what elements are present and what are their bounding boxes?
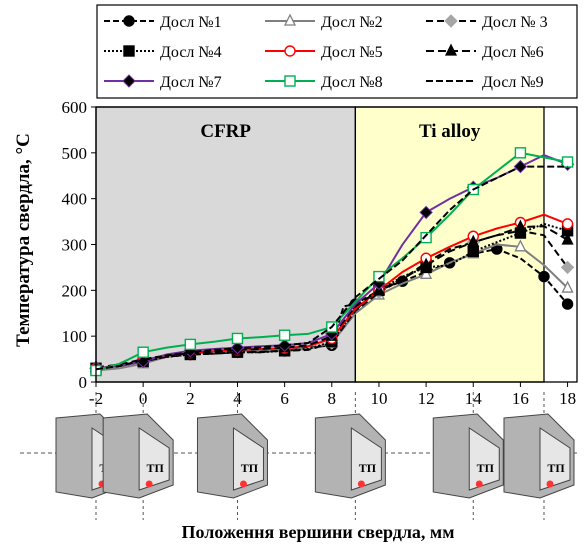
series-group	[89, 147, 575, 377]
data-point	[560, 260, 575, 275]
legend-item: Досл №8	[265, 74, 383, 91]
region-label-ti-alloy: Ti alloy	[419, 121, 481, 142]
data-point	[419, 205, 433, 220]
legend-label: Досл №7	[160, 74, 222, 91]
x-tick-label: 6	[280, 389, 289, 408]
x-tick-label: 2	[186, 389, 195, 408]
drill-face	[350, 427, 382, 491]
y-tick-label: 600	[62, 98, 88, 117]
y-tick-label: 100	[62, 327, 88, 346]
legend: Досл №1 Досл №2 Досл № 3 Досл №4 Досл №5 Досл…	[96, 4, 578, 99]
y-tick-label: 300	[62, 236, 88, 255]
thermocouple-point	[475, 480, 483, 488]
x-tick-label: 12	[418, 389, 435, 408]
legend-item: Досл №4	[104, 44, 222, 61]
drill-tip: ТП	[503, 392, 575, 520]
legend-box	[96, 4, 578, 99]
material-regions: CFRP Ti alloy	[95, 106, 545, 383]
region-ti-alloy	[354, 106, 545, 383]
legend-item: Досл №1	[104, 14, 222, 31]
drill-tip: ТП	[314, 392, 386, 520]
legend-marker	[122, 74, 136, 88]
legend-label: Досл № 3	[482, 14, 548, 31]
region-cfrp	[95, 106, 357, 383]
y-axis-label: Температура свердла, °C	[13, 133, 34, 347]
drill-label: ТП	[241, 461, 259, 475]
drill-face	[468, 427, 500, 491]
legend-marker	[284, 45, 296, 57]
series-line-4	[95, 222, 568, 370]
data-point	[137, 346, 149, 358]
drill-face	[138, 427, 170, 491]
data-point	[561, 218, 574, 230]
data-point	[467, 234, 480, 247]
data-point	[561, 280, 574, 293]
data-point	[231, 332, 244, 345]
legend-marker	[123, 15, 135, 27]
legend-label: Досл №9	[482, 74, 544, 91]
data-point	[514, 219, 527, 232]
drill-label: ТП	[146, 461, 164, 475]
legend-label: Досл №1	[160, 14, 222, 31]
drill-illustrations: ТПТПТПТПТПТП	[20, 392, 577, 520]
legend-item: Досл №7	[104, 74, 222, 91]
x-tick-label: 10	[370, 389, 387, 408]
x-axis-label: Положення вершини свердла, мм	[182, 522, 455, 542]
data-point	[467, 245, 479, 258]
region-label-cfrp: CFRP	[200, 121, 251, 142]
series-9	[95, 165, 568, 371]
y-tick-label: 0	[79, 373, 88, 392]
legend-item: Досл №6	[426, 43, 544, 61]
drill-face	[232, 427, 264, 491]
drill-tip: ТП	[432, 392, 504, 520]
drill-label: ТП	[547, 461, 565, 475]
data-point	[538, 270, 550, 283]
data-point	[278, 329, 291, 341]
legend-marker	[283, 13, 297, 26]
legend-item: Досл №2	[265, 13, 383, 31]
legend-item: Досл №9	[426, 74, 544, 91]
drill-tip: ТП	[102, 392, 174, 520]
legend-marker	[284, 75, 296, 87]
drill-label: ТП	[359, 461, 377, 475]
legend-label: Досл №4	[160, 44, 222, 61]
x-tick-label: 18	[559, 389, 576, 408]
legend-label: Досл №8	[321, 74, 383, 91]
legend-marker	[123, 45, 135, 57]
y-tick-label: 200	[62, 281, 88, 300]
data-point	[514, 239, 527, 252]
data-point	[561, 298, 574, 310]
legend-marker	[444, 43, 458, 56]
y-tick-label: 500	[62, 144, 88, 163]
data-point	[561, 156, 574, 168]
x-tick-label: 16	[512, 389, 529, 408]
data-point	[420, 266, 433, 279]
thermocouple-point	[357, 480, 365, 488]
drill-tip: ТП	[196, 392, 268, 520]
legend-marker	[444, 14, 458, 28]
legend-label: Досл №2	[321, 14, 383, 31]
data-point	[420, 257, 433, 270]
legend-item: Досл № 3	[426, 14, 548, 31]
data-point	[561, 232, 574, 245]
data-point	[420, 231, 432, 244]
drill-face	[539, 427, 571, 491]
legend-item: Досл №5	[265, 44, 383, 61]
x-tick-label: 8	[328, 389, 337, 408]
thermocouple-point	[239, 480, 247, 488]
data-point	[373, 270, 385, 283]
thermocouple-point	[145, 480, 153, 488]
data-point	[184, 338, 197, 351]
legend-label: Досл №6	[482, 44, 544, 61]
series-line-9	[95, 165, 568, 371]
thermocouple-point	[546, 480, 554, 488]
drill-label: ТП	[477, 461, 495, 475]
legend-label: Досл №5	[321, 44, 383, 61]
data-point	[514, 147, 527, 159]
y-tick-label: 400	[62, 190, 88, 209]
